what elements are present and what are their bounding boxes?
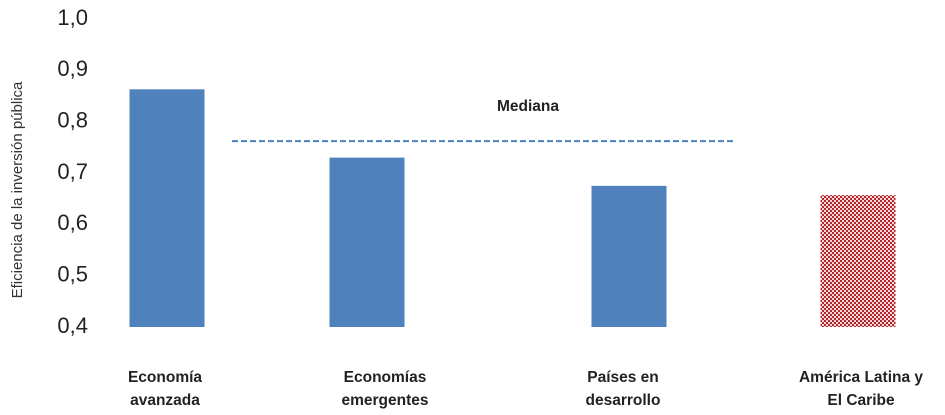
y-tick-label: 0,6 bbox=[57, 210, 88, 235]
y-tick-label: 0,8 bbox=[57, 107, 88, 132]
y-tick-label: 0,5 bbox=[57, 261, 88, 286]
y-axis-ticks: 1,0 0,9 0,8 0,7 0,6 0,5 0,4 bbox=[57, 5, 88, 338]
category-label: Economía avanzada bbox=[128, 369, 202, 409]
y-tick-label: 0,9 bbox=[57, 56, 88, 81]
median-line-group: Mediana bbox=[232, 98, 735, 143]
category-label: Países en desarrollo bbox=[586, 369, 661, 409]
median-label: Mediana bbox=[497, 98, 559, 115]
y-tick-label: 0,7 bbox=[57, 159, 88, 184]
bar bbox=[329, 157, 405, 327]
category-labels: Economía avanzada Economías emergentes Paíse… bbox=[128, 369, 923, 409]
bar bbox=[591, 185, 667, 327]
category-label: Economías emergentes bbox=[341, 369, 428, 409]
bars bbox=[129, 89, 896, 328]
bar bbox=[129, 89, 205, 328]
category-label: América Latina y El Caribe bbox=[799, 369, 923, 409]
bar bbox=[820, 195, 896, 327]
y-tick-label: 1,0 bbox=[57, 5, 88, 30]
y-tick-label: 0,4 bbox=[57, 313, 88, 338]
y-axis-label: Eficiencia de la inversión pública bbox=[9, 81, 26, 298]
